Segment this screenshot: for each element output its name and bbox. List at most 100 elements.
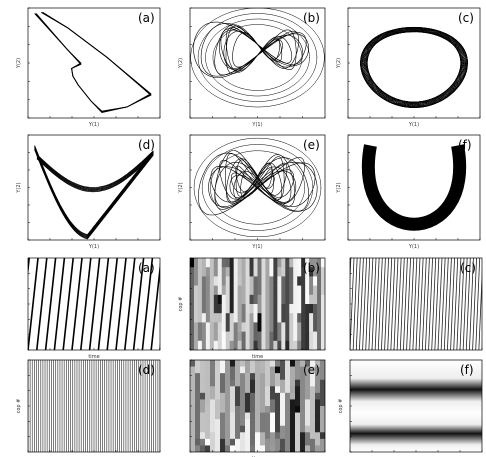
stripe — [46, 258, 56, 350]
cell — [260, 445, 265, 452]
trajectory — [35, 150, 154, 239]
cell — [225, 360, 230, 367]
cell — [210, 419, 215, 426]
cell — [273, 267, 277, 277]
cell — [317, 276, 321, 286]
cell — [245, 393, 250, 400]
cell — [301, 286, 305, 296]
panel-label: (e) — [303, 363, 320, 377]
cell — [281, 295, 285, 305]
cell — [305, 380, 310, 387]
cell — [261, 304, 265, 314]
cell — [234, 322, 238, 332]
cell — [320, 406, 325, 413]
cell — [295, 445, 300, 452]
cell — [301, 341, 305, 351]
trajectory — [368, 146, 459, 225]
cell — [275, 367, 280, 374]
cell — [317, 322, 321, 332]
cell — [315, 393, 320, 400]
cell — [275, 380, 280, 387]
cell — [200, 386, 205, 393]
cell — [313, 295, 317, 305]
cell — [240, 367, 245, 374]
cell — [240, 426, 245, 433]
cell — [214, 332, 218, 342]
cell — [190, 419, 195, 426]
cell — [225, 373, 230, 380]
cell — [265, 426, 270, 433]
cell — [238, 258, 242, 268]
cell — [254, 276, 258, 286]
cell — [218, 286, 222, 296]
cell — [240, 373, 245, 380]
cell — [255, 426, 260, 433]
cell — [273, 304, 277, 314]
cell — [261, 322, 265, 332]
cell — [246, 332, 250, 342]
cell — [295, 439, 300, 446]
cell — [235, 445, 240, 452]
panel-content — [368, 146, 459, 225]
cell — [261, 341, 265, 351]
cell — [210, 313, 214, 323]
cell — [250, 413, 255, 420]
cell — [320, 445, 325, 452]
cell — [250, 276, 254, 286]
cell — [265, 276, 269, 286]
cell — [200, 367, 205, 374]
cell — [313, 286, 317, 296]
cell — [215, 393, 220, 400]
cell — [300, 386, 305, 393]
cell — [285, 267, 289, 277]
cell — [261, 313, 265, 323]
cell — [277, 258, 281, 268]
cell — [285, 406, 290, 413]
y-axis-label: Y(2) — [178, 58, 184, 69]
cell — [255, 373, 260, 380]
stripe — [98, 258, 108, 350]
panel-label: (c) — [460, 261, 476, 275]
cell — [305, 313, 309, 323]
cell — [301, 322, 305, 332]
cell — [225, 406, 230, 413]
cell — [315, 439, 320, 446]
cell — [254, 304, 258, 314]
cell — [305, 393, 310, 400]
cell — [277, 286, 281, 296]
cell — [265, 313, 269, 323]
cell — [238, 304, 242, 314]
cell — [275, 432, 280, 439]
cell — [265, 432, 270, 439]
cell — [285, 341, 289, 351]
stripe — [160, 258, 170, 350]
trajectory — [35, 12, 150, 111]
cell — [245, 432, 250, 439]
cell — [285, 295, 289, 305]
cell — [261, 295, 265, 305]
cell — [315, 413, 320, 420]
cell — [313, 304, 317, 314]
cell — [273, 276, 277, 286]
cell — [281, 304, 285, 314]
cell — [246, 341, 250, 351]
cell — [200, 439, 205, 446]
cell — [230, 399, 235, 406]
cell — [210, 332, 214, 342]
cell — [258, 286, 262, 296]
cell — [305, 426, 310, 433]
cell — [202, 286, 206, 296]
cell — [277, 295, 281, 305]
cell — [206, 313, 210, 323]
cell — [269, 267, 273, 277]
cell — [202, 313, 206, 323]
cell — [205, 445, 210, 452]
cell — [315, 426, 320, 433]
cell — [301, 332, 305, 342]
trajectory — [36, 12, 151, 111]
cell — [289, 313, 293, 323]
cell — [285, 322, 289, 332]
cell — [265, 393, 270, 400]
cell — [269, 313, 273, 323]
cell — [240, 413, 245, 420]
